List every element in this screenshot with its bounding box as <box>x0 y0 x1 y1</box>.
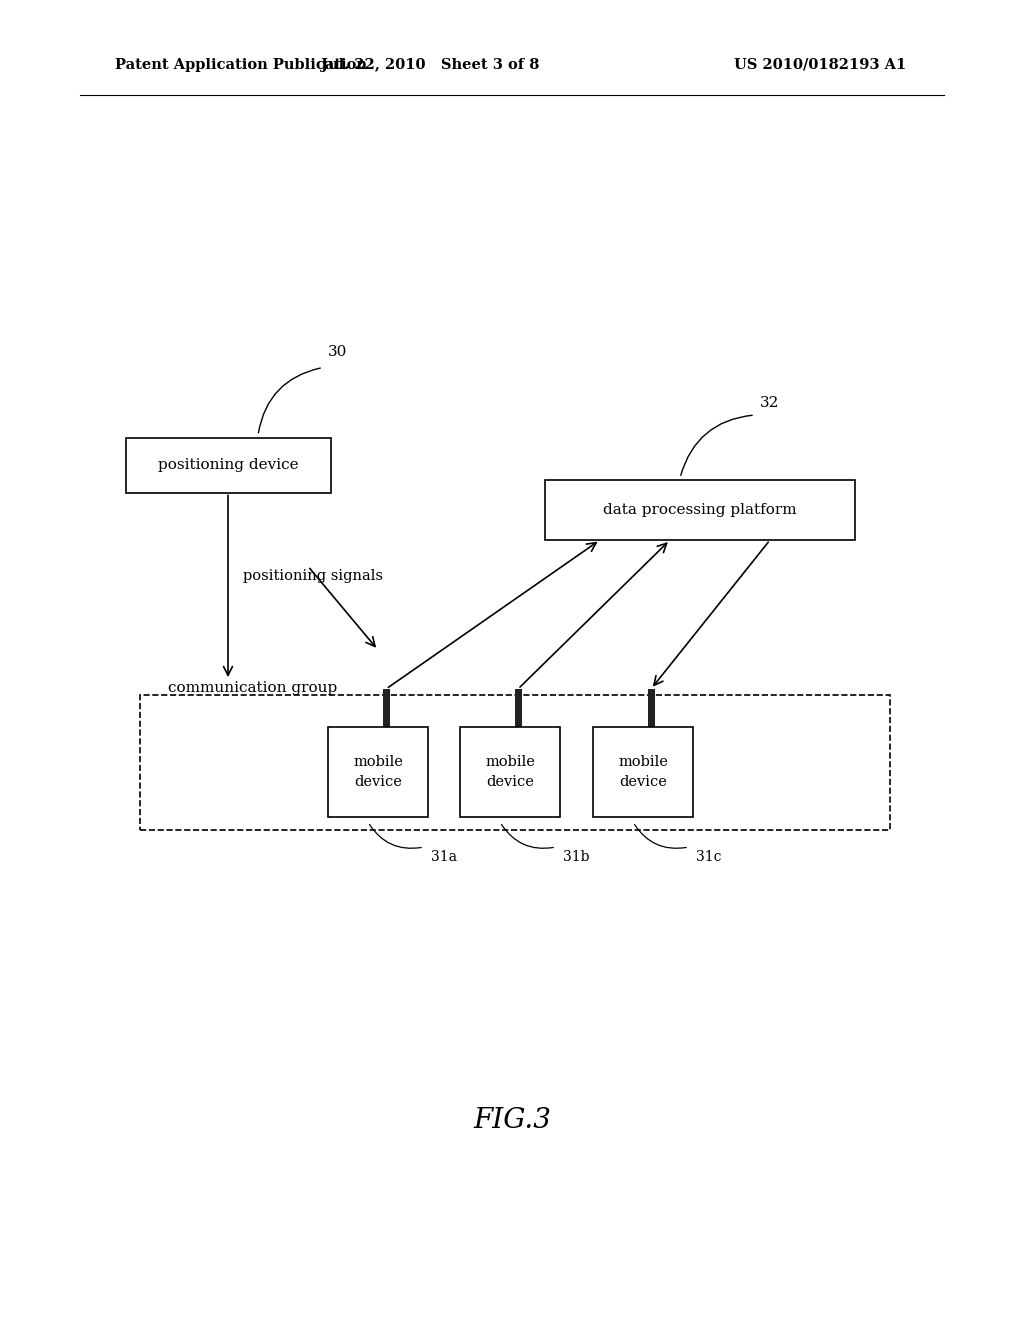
Text: 32: 32 <box>760 396 779 411</box>
Bar <box>328 727 428 817</box>
Bar <box>514 689 521 727</box>
Text: positioning signals: positioning signals <box>243 569 383 583</box>
Text: mobile
device: mobile device <box>485 755 535 789</box>
Text: mobile
device: mobile device <box>618 755 668 789</box>
Bar <box>140 696 890 830</box>
Bar <box>545 480 855 540</box>
Bar <box>460 727 560 817</box>
Text: 31a: 31a <box>431 850 457 865</box>
Text: 30: 30 <box>328 346 347 359</box>
Bar <box>593 727 693 817</box>
Text: 31c: 31c <box>696 850 722 865</box>
Text: FIG.3: FIG.3 <box>473 1106 551 1134</box>
Text: Jul. 22, 2010   Sheet 3 of 8: Jul. 22, 2010 Sheet 3 of 8 <box>321 58 540 73</box>
Bar <box>126 437 331 492</box>
Text: 31b: 31b <box>563 850 590 865</box>
Text: mobile
device: mobile device <box>353 755 402 789</box>
Text: positioning device: positioning device <box>158 458 298 473</box>
Text: data processing platform: data processing platform <box>603 503 797 517</box>
Bar <box>647 689 654 727</box>
Text: communication group: communication group <box>168 681 337 696</box>
Text: Patent Application Publication: Patent Application Publication <box>115 58 367 73</box>
Text: US 2010/0182193 A1: US 2010/0182193 A1 <box>734 58 906 73</box>
Bar <box>383 689 389 727</box>
